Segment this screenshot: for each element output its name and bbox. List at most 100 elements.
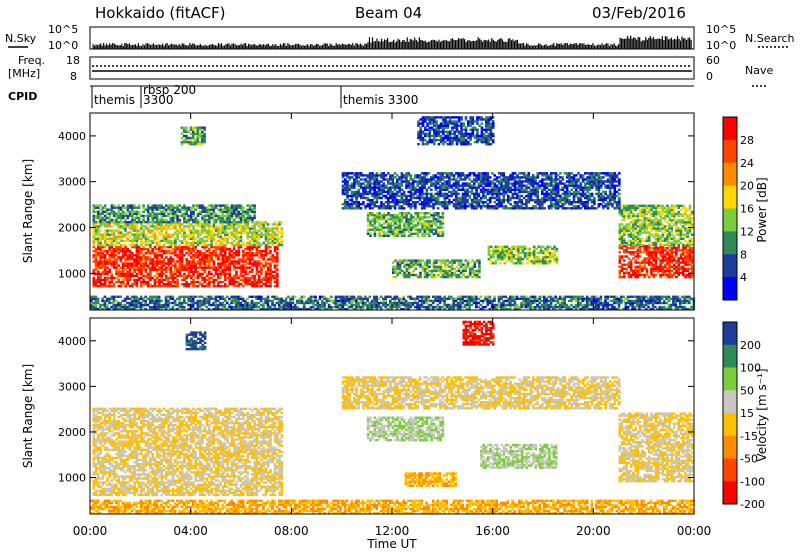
power-cell [214,220,218,224]
noise-bar [183,43,185,49]
power-cell [242,274,245,278]
power-cell [178,270,182,273]
noise-bar [393,39,395,49]
power-cell [382,222,386,225]
power-cell [396,271,400,275]
power-cell [208,233,211,236]
power-cell [221,212,225,215]
noise-bar [479,38,481,49]
power-cell [117,208,120,211]
power-cell [169,220,173,224]
power-cell [192,264,195,267]
power-cell [654,253,658,256]
power-cell [478,263,481,266]
power-cell [219,272,222,276]
power-cell [160,223,164,226]
power-cell [174,237,177,240]
noise-bar [177,45,179,49]
power-cell [165,270,168,273]
power-cell [377,184,381,187]
power-cell [377,194,381,198]
power-cell [398,224,402,227]
noise-bar [551,44,553,49]
power-cell [135,254,139,257]
power-cell [629,259,633,262]
power-cell [244,283,247,286]
power-cell [237,274,241,278]
power-cell [189,233,193,236]
noise-bar [421,40,423,49]
power-cell [162,237,166,240]
power-cell [162,252,166,255]
power-cell [162,239,166,243]
power-cell [235,252,238,255]
power-cell [542,251,545,255]
power-cell [629,235,633,238]
power-cell [140,237,143,240]
power-cell [151,260,154,263]
power-cell [396,273,400,277]
power-cell [260,221,263,224]
noise-bar [275,44,277,49]
noise-bar [483,39,485,49]
power-cell [235,212,238,215]
power-cell [257,229,261,232]
power-cell [199,262,202,265]
power-cell [276,280,279,284]
power-cell [199,252,202,255]
noise-bar [100,43,102,49]
power-cell [228,247,231,251]
power-cell [251,283,254,286]
power-cell [199,272,202,276]
power-cell [276,225,279,228]
power-cell [214,218,218,222]
power-cell [135,272,139,276]
power-cell [677,247,680,250]
power-cell [539,258,543,261]
power-cell [670,233,674,236]
power-cell [257,262,261,265]
power-cell [219,210,222,213]
power-cell [645,251,649,254]
power-cell [255,272,259,276]
power-cell [643,263,646,266]
power-cell [647,219,651,222]
power-cell [144,225,148,228]
noise-bar [528,45,531,49]
power-cell [684,223,687,226]
power-heatmap [90,116,696,311]
power-cell [201,274,204,278]
power-cell [203,216,207,220]
power-cell [398,259,402,262]
power-cell [681,243,685,247]
power-cell [201,227,204,230]
power-cell [180,262,184,265]
power-cell [160,260,164,263]
power-cell [369,234,372,237]
power-cell [201,210,204,213]
power-cell [210,245,213,249]
power-cell [414,226,417,229]
power-cell [97,262,100,265]
power-cell [647,210,651,214]
power-cell [269,252,272,255]
power-cell [214,270,218,273]
power-cell [420,188,424,191]
power-cell [232,283,236,286]
power-cell [196,254,200,257]
power-cell [359,174,363,177]
power-cell [663,214,667,218]
noise-bar [260,44,262,49]
power-cell [641,259,644,262]
power-cell [654,231,658,234]
power-cell [391,214,395,217]
power-cell [178,254,182,257]
power-cell [217,262,220,265]
power-cell [167,283,170,286]
power-cell [146,243,150,247]
power-cell [131,283,134,286]
power-cell [677,239,680,243]
power-cell [162,283,166,286]
power-cell [407,271,411,275]
power-cell [548,255,552,259]
